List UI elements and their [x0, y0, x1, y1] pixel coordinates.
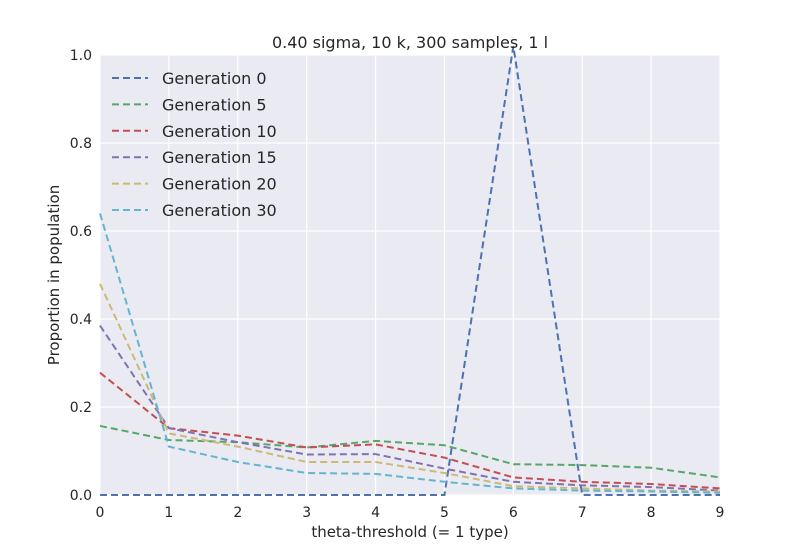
y-tick-label: 0.8	[70, 136, 92, 152]
x-tick-label: 1	[164, 505, 173, 521]
y-tick-label: 0.0	[70, 488, 92, 504]
y-tick-label: 0.2	[70, 400, 92, 416]
series-lines	[99, 46, 721, 496]
x-tick-label: 7	[578, 505, 587, 521]
x-tick-labels: 0 1 2 3 4 5 6 7 8 9	[96, 505, 725, 521]
series-line	[99, 283, 721, 493]
y-axis-label: Proportion in population	[45, 185, 63, 365]
x-tick-label: 0	[96, 505, 105, 521]
x-tick-label: 2	[233, 505, 242, 521]
legend: Generation 0 Generation 5 Generation 10 Gen…	[112, 69, 277, 220]
series-line	[100, 46, 720, 496]
y-tick-label: 1.0	[70, 48, 92, 64]
x-tick-label: 4	[371, 505, 380, 521]
legend-label: Generation 20	[162, 175, 277, 194]
legend-label: Generation 0	[162, 69, 267, 88]
x-axis-label: theta-threshold (= 1 type)	[311, 523, 508, 541]
y-tick-label: 0.6	[70, 224, 92, 240]
x-tick-label: 5	[440, 505, 449, 521]
series-line	[99, 371, 721, 490]
x-tick-label: 8	[647, 505, 656, 521]
x-tick-label: 3	[302, 505, 311, 521]
plot-background	[100, 55, 720, 495]
series-line	[99, 213, 721, 494]
legend-label: Generation 5	[162, 95, 267, 114]
series-line	[99, 325, 721, 492]
x-tick-label: 9	[716, 505, 725, 521]
legend-label: Generation 30	[162, 201, 277, 220]
legend-label: Generation 15	[162, 148, 277, 167]
x-tick-label: 6	[509, 505, 518, 521]
y-tick-labels: 0.0 0.2 0.4 0.6 0.8 1.0	[70, 48, 92, 504]
chart-title: 0.40 sigma, 10 k, 300 samples, 1 l	[272, 33, 548, 52]
legend-label: Generation 10	[162, 122, 277, 141]
y-tick-label: 0.4	[70, 312, 92, 328]
series-line	[99, 424, 721, 479]
